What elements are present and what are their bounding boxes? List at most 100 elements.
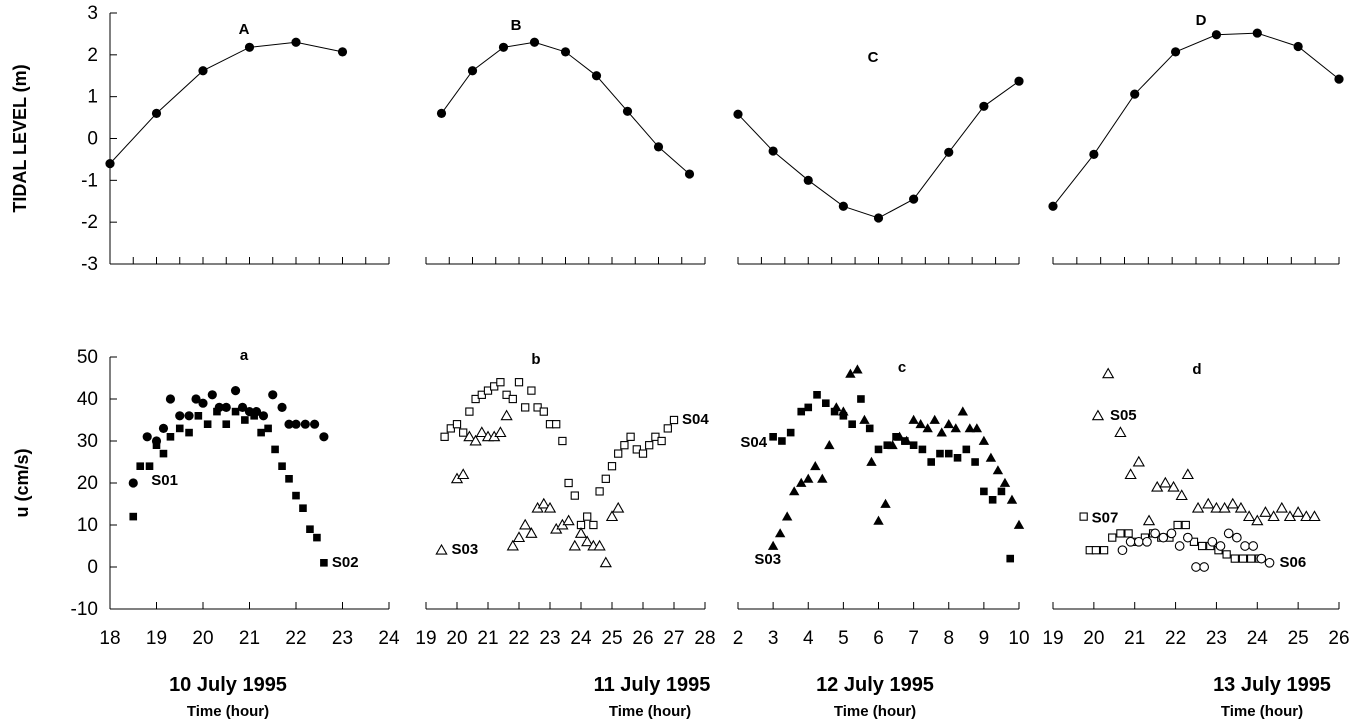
s07-data-point	[1230, 554, 1239, 563]
x-tick-label: 18	[99, 628, 120, 649]
s06-data-point	[1240, 541, 1250, 551]
s02-data-point	[166, 433, 175, 441]
s06-data-point	[1215, 541, 1226, 551]
s04-data-point	[638, 449, 648, 458]
s04-data-point	[490, 382, 499, 391]
tide-series-line	[109, 41, 343, 164]
y-tick-label: 30	[77, 431, 98, 452]
x-axis-title: Time (hour)	[1221, 703, 1303, 720]
series-label-s06: S06	[1280, 554, 1307, 571]
s04-data-point	[927, 458, 935, 466]
s01-data-point	[319, 432, 329, 442]
s03-data-point	[574, 527, 588, 538]
s06-data-point	[1256, 553, 1267, 564]
s02-data-point	[257, 428, 265, 437]
y-tick-label: -2	[81, 212, 98, 233]
s04-data-point	[570, 491, 579, 500]
s06-data-point	[1150, 528, 1160, 539]
s04-data-point	[471, 394, 480, 404]
x-tick-label: 2	[733, 628, 744, 649]
s04-data-point	[953, 454, 962, 462]
s05-data-point	[1142, 514, 1156, 526]
s04-data-point	[626, 432, 635, 441]
s03-data-point	[852, 364, 863, 374]
s04-data-point	[892, 433, 900, 441]
s05-data-point	[1308, 510, 1321, 522]
x-tick-label: 21	[477, 628, 498, 649]
x-tick-label: 25	[1288, 628, 1309, 649]
s01-data-point	[221, 402, 231, 412]
s06-data-point	[1199, 562, 1210, 572]
x-tick-label: 21	[1124, 628, 1145, 649]
x-tick-label: 6	[873, 628, 884, 649]
data-point	[1014, 76, 1024, 86]
s04-data-point	[980, 487, 988, 496]
s03-data-point	[887, 440, 898, 450]
s04-data-point	[614, 449, 623, 458]
series-label-s03: S03	[754, 551, 781, 568]
series-label-s03: S03	[452, 541, 479, 558]
data-point	[1334, 74, 1344, 84]
s05-data-point	[1291, 506, 1305, 517]
s03-data-point	[873, 515, 884, 525]
s04-data-point	[822, 399, 830, 407]
s04-data-point	[527, 386, 536, 395]
series-label-s01: S01	[151, 472, 178, 489]
s05-data-point	[1114, 426, 1127, 438]
s06-data-point	[1223, 528, 1234, 539]
s04-data-point	[483, 386, 493, 395]
s02-data-point	[136, 462, 145, 470]
x-tick-label: 27	[663, 628, 684, 649]
s02-data-point	[145, 462, 154, 470]
s04-data-point	[918, 445, 927, 454]
y-tick-label: 1	[87, 87, 98, 108]
s03-data-point	[866, 456, 877, 466]
s05-data-point	[1191, 501, 1205, 513]
s04-data-point	[669, 415, 679, 425]
s04-data-point	[883, 441, 892, 449]
data-point	[909, 194, 919, 204]
s04-data-point	[997, 487, 1006, 496]
s07-data-point	[1189, 537, 1199, 546]
s04-data-point	[936, 449, 944, 458]
s01-data-point	[165, 394, 176, 404]
s05-data-point	[1159, 476, 1172, 488]
s06-data-point	[1133, 536, 1144, 547]
y-axis-title: u (cm/s)	[12, 448, 32, 517]
s03-data-point	[936, 427, 947, 437]
data-point	[803, 175, 813, 185]
s05-data-point	[1242, 510, 1256, 522]
x-tick-label: 26	[632, 628, 653, 649]
s07-data-point	[1222, 550, 1231, 559]
s03-data-point	[537, 497, 550, 509]
s03-data-point	[1013, 519, 1025, 529]
s02-data-point	[203, 420, 212, 428]
x-tick-label: 9	[979, 628, 990, 649]
series-label-s07: S07	[1092, 510, 1119, 527]
s02-data-point	[159, 449, 168, 458]
s02-data-point	[129, 512, 138, 521]
y-tick-label: -10	[71, 599, 98, 620]
data-point	[151, 108, 162, 118]
data-point	[1089, 149, 1099, 159]
s03-data-point	[943, 419, 954, 429]
s03-data-point	[894, 431, 905, 441]
data-point	[529, 37, 540, 47]
s04-data-point	[988, 496, 997, 504]
data-point	[198, 66, 208, 76]
date-label: 10 July 1995	[169, 674, 287, 696]
panel-label: a	[240, 347, 249, 364]
y-tick-label: 10	[77, 515, 98, 536]
x-tick-label: 23	[1206, 628, 1227, 649]
s03-data-point	[593, 539, 606, 551]
s03-data-point	[957, 406, 968, 416]
s03-data-point	[568, 539, 581, 551]
s03-data-point	[859, 414, 870, 424]
s06-data-point	[1142, 536, 1152, 547]
series-label-s05: S05	[1110, 407, 1137, 424]
x-tick-label: 23	[332, 628, 353, 649]
s04-data-point	[452, 420, 462, 429]
s03-data-point	[781, 511, 793, 521]
data-point	[1170, 47, 1181, 57]
s04-data-point	[786, 428, 795, 437]
